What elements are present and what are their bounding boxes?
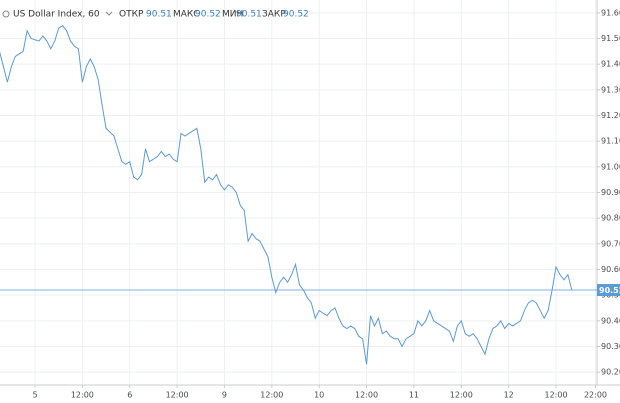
ohlc-value: 90.52 <box>283 10 309 20</box>
ohlc-label: ОТКР <box>119 10 144 20</box>
y-tick-label: 91.60 <box>601 8 620 17</box>
y-tick-label: 90.90 <box>601 188 620 197</box>
y-tick-label: 90.70 <box>601 239 620 248</box>
y-tick-label: 91.20 <box>601 111 620 120</box>
y-tick-label: 90.30 <box>601 342 620 351</box>
ohlc-value: 90.51 <box>146 10 172 20</box>
x-tick-label: 5 <box>32 391 37 400</box>
ohlc-value: 90.52 <box>195 10 221 20</box>
ohlc-label: ЗАКР <box>262 10 286 20</box>
y-tick-label: 90.40 <box>601 316 620 325</box>
y-tick-label: 91.00 <box>601 162 620 171</box>
x-tick-label: 12:00 <box>544 391 567 400</box>
plot <box>0 24 597 365</box>
y-tick-label: 91.30 <box>601 85 620 94</box>
grid <box>0 0 597 385</box>
price-line <box>0 24 573 365</box>
ohlc-label: МАКС <box>173 10 200 20</box>
x-tick-label: 12:00 <box>71 391 94 400</box>
status-icon <box>2 10 10 18</box>
y-tick-label: 91.50 <box>601 34 620 43</box>
x-tick-label: 12:00 <box>260 391 283 400</box>
ohlc-label: МИН <box>222 10 243 20</box>
last-price-box <box>597 284 620 297</box>
y-tick-label: 90.60 <box>601 265 620 274</box>
x-tick-label: 9 <box>222 391 227 400</box>
y-tick-label: 90.80 <box>601 214 620 223</box>
y-tick-label: 91.40 <box>601 60 620 69</box>
x-tick-label: 12:00 <box>355 391 378 400</box>
ohlc-value: 90.51 <box>236 10 262 20</box>
x-tick-label: 12 <box>504 391 514 400</box>
chart-title: US Dollar Index, 60 <box>13 10 100 20</box>
legend-header: US Dollar Index, 60 ОТКР 90.51 МАКС 90.5… <box>2 10 309 20</box>
y-tick-label: 91.10 <box>601 137 620 146</box>
x-tick-label: 10 <box>314 391 324 400</box>
x-tick-label: 12:00 <box>166 391 189 400</box>
x-tick-label: 6 <box>127 391 132 400</box>
y-tick-label: 90.20 <box>601 368 620 377</box>
x-tick-label: 12:00 <box>450 391 473 400</box>
x-tick-label: 11 <box>409 391 419 400</box>
last-price-label: 90.52 <box>599 286 620 295</box>
x-tick-label: 22:00 <box>584 391 607 400</box>
dropdown-icon[interactable] <box>105 11 113 16</box>
